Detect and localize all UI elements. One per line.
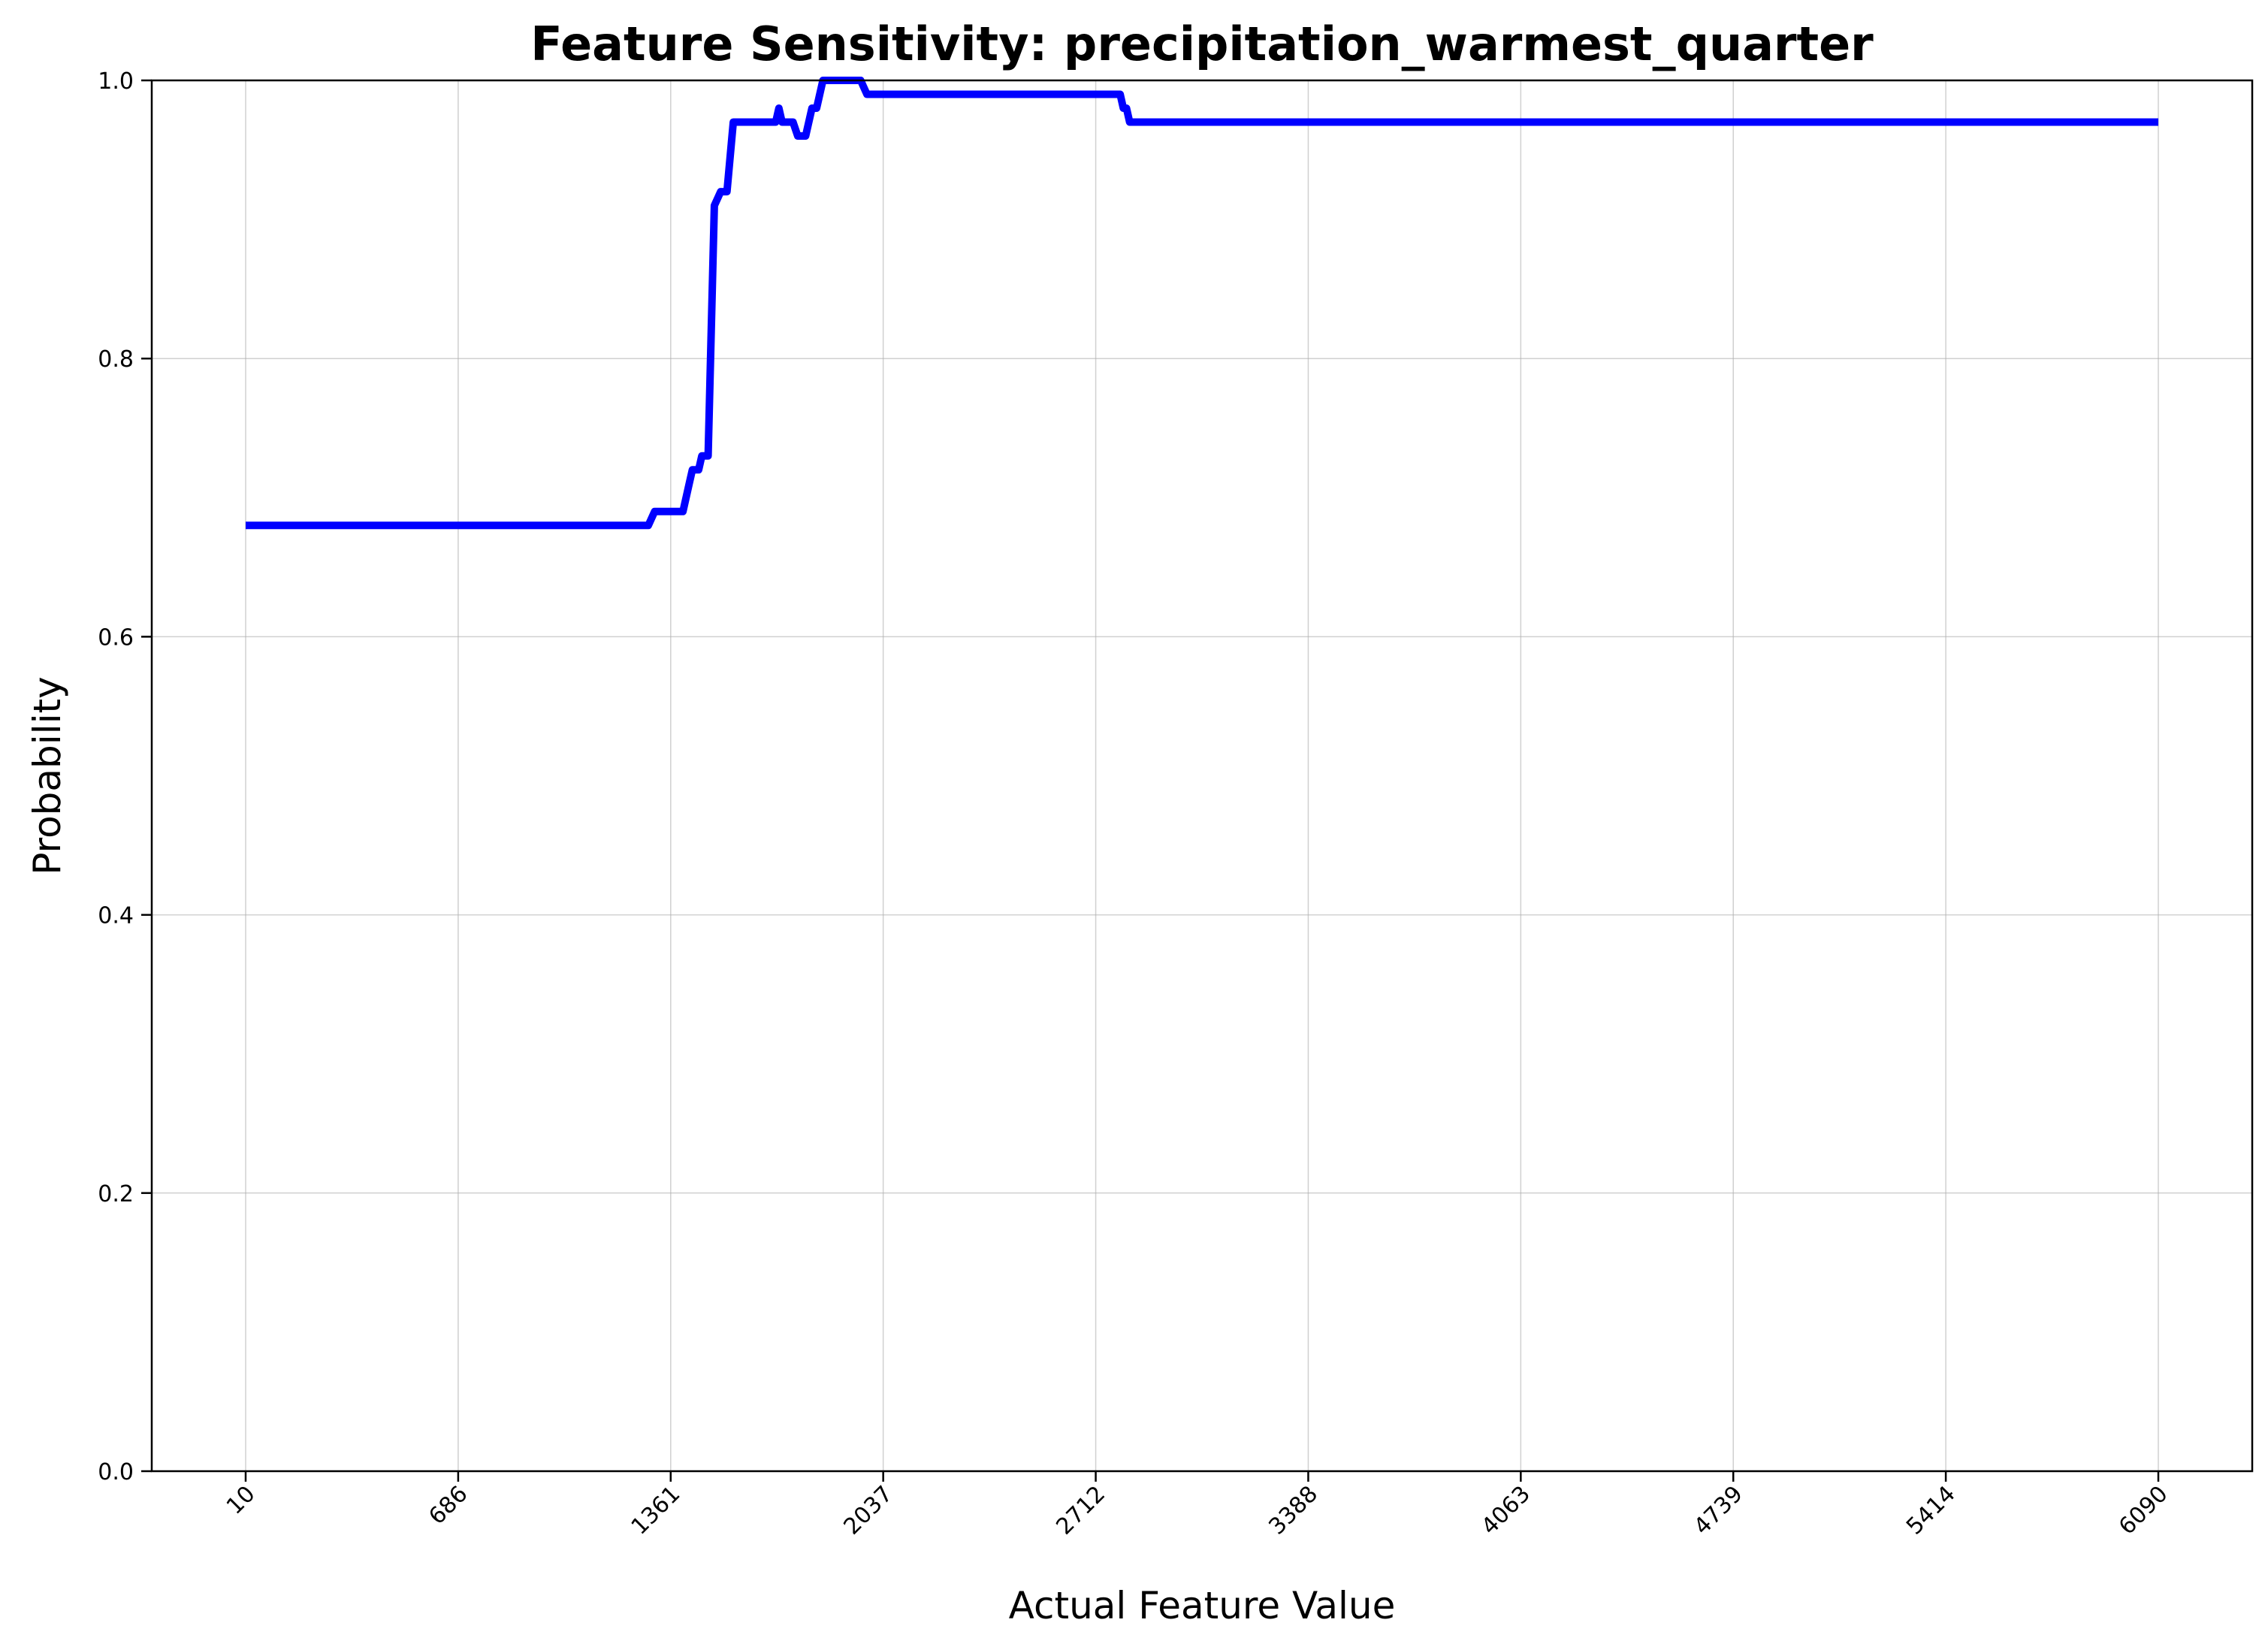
y-tick-label: 0.6	[98, 624, 134, 651]
y-tick-label: 0.0	[98, 1459, 134, 1485]
y-tick-label: 0.2	[98, 1181, 134, 1207]
y-tick-label: 0.4	[98, 903, 134, 929]
y-axis: 0.0 0.2 0.4 0.6 0.8 1.0	[98, 68, 152, 1485]
y-axis-label: Probability	[26, 676, 69, 875]
y-tick-label: 1.0	[98, 68, 134, 95]
plot-frame	[150, 79, 2254, 1473]
chart-title: Feature Sensitivity: precipitation_warme…	[530, 17, 1874, 71]
y-tick-label: 0.8	[98, 346, 134, 373]
series-line	[246, 77, 2158, 530]
x-axis-label: Actual Feature Value	[1009, 1584, 1396, 1627]
plot-line-group	[246, 77, 2158, 530]
